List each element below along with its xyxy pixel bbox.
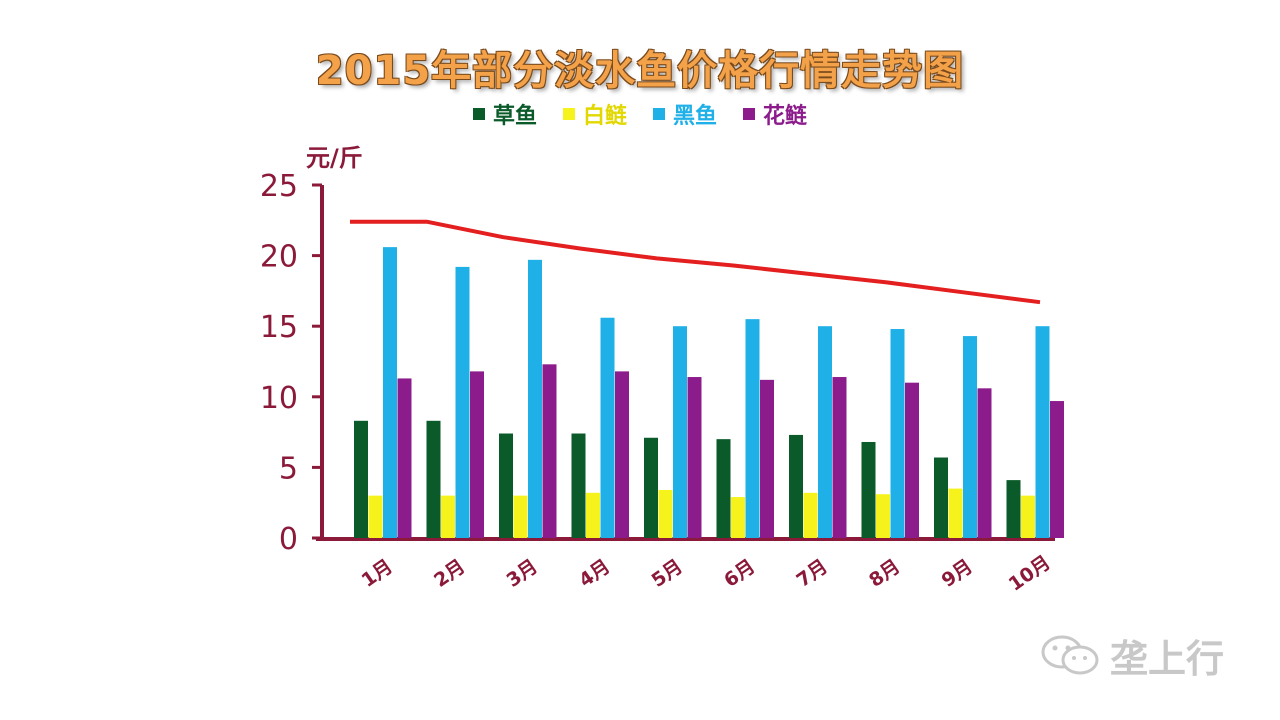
bar [977, 388, 992, 538]
y-tick-label: 5 [279, 451, 298, 486]
bar [499, 433, 513, 538]
bar [687, 377, 702, 538]
legend-item: 花鲢 [743, 98, 807, 130]
bar [455, 266, 470, 538]
x-tick-label: 5月 [648, 555, 687, 592]
legend-label: 黑鱼 [673, 104, 718, 129]
bar [934, 457, 948, 538]
bar [1021, 495, 1035, 538]
bar [832, 377, 847, 538]
bar [586, 492, 600, 538]
watermark-text: 垄上行 [1110, 637, 1225, 681]
legend-swatch [472, 108, 485, 120]
bar [1035, 326, 1050, 538]
bar [600, 317, 615, 538]
x-tick-label: 7月 [793, 555, 832, 592]
bar [528, 259, 542, 538]
x-tick-label: 8月 [865, 555, 904, 592]
trend-line [350, 219, 1041, 305]
bar [905, 382, 919, 538]
bar [789, 434, 803, 538]
chart-title: 2015年部分淡水鱼价格行情走势图 [315, 48, 965, 94]
bar [470, 371, 484, 538]
bar [890, 329, 905, 538]
x-tick-label: 9月 [938, 555, 977, 592]
x-tick-label: 10月 [1005, 552, 1055, 596]
legend-label: 白鲢 [582, 104, 627, 129]
y-tick-label: 10 [260, 381, 298, 416]
bar [542, 364, 557, 538]
bar [963, 336, 977, 538]
bar [673, 326, 687, 538]
legend-swatch [562, 108, 575, 120]
bar [948, 488, 963, 538]
bar [615, 371, 629, 538]
bar [803, 492, 818, 538]
chart-legend: 草鱼 白鲢 黑鱼 花鲢 [0, 98, 1280, 130]
watermark: 垄上行 [1040, 628, 1224, 683]
bar [876, 494, 890, 538]
legend-swatch [743, 108, 756, 120]
bar [760, 379, 774, 538]
x-tick-label: 1月 [358, 555, 397, 592]
bar [383, 247, 397, 539]
bar [513, 495, 528, 538]
bar [368, 495, 383, 538]
bar [644, 437, 658, 538]
wechat-icon [1041, 635, 1099, 674]
bar [731, 497, 745, 538]
bar [354, 420, 368, 538]
bar [716, 439, 731, 538]
legend-item: 白鲢 [562, 98, 627, 130]
legend-item: 黑鱼 [653, 98, 717, 130]
bar [861, 441, 876, 538]
bar [818, 326, 832, 538]
bar [397, 378, 412, 538]
legend-label: 花鲢 [763, 104, 808, 129]
bar [658, 489, 673, 538]
x-tick-label: 2月 [430, 555, 469, 592]
legend-item: 草鱼 [472, 98, 537, 130]
y-tick-label: 20 [260, 240, 298, 275]
y-tick-label: 0 [279, 522, 298, 557]
y-tick-label: 15 [260, 310, 298, 345]
bar [745, 319, 760, 538]
bar [1006, 480, 1021, 538]
x-tick-label: 4月 [575, 555, 614, 592]
y-axis-label: 元/斤 [306, 144, 363, 172]
x-tick-label: 6月 [720, 555, 759, 592]
y-tick-label: 25 [260, 169, 298, 204]
bar [426, 420, 441, 538]
bar [1050, 401, 1064, 538]
x-tick-label: 3月 [503, 555, 542, 592]
legend-swatch [653, 108, 665, 120]
bar [571, 433, 586, 538]
bar [441, 495, 455, 538]
legend-label: 草鱼 [492, 104, 537, 129]
